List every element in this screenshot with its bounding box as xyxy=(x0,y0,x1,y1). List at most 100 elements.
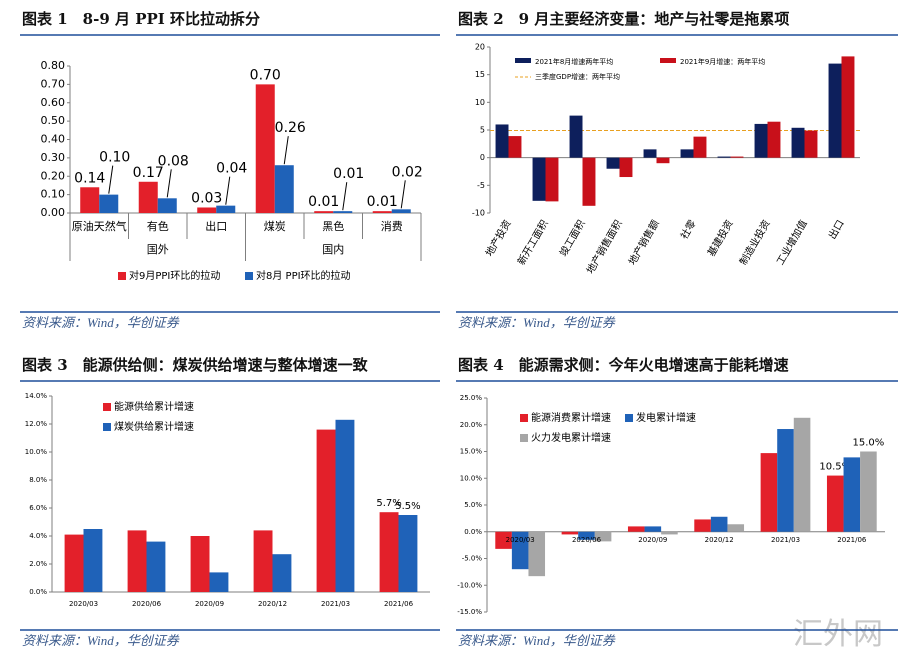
x-tick-label: 原油天然气 xyxy=(72,219,127,233)
bar xyxy=(727,524,745,532)
leader-line xyxy=(283,136,289,165)
y-tick-label: 4.0% xyxy=(29,532,47,540)
bar xyxy=(841,56,855,158)
legend-label: 发电累计增速 xyxy=(636,411,696,424)
bar xyxy=(83,529,103,592)
bar xyxy=(209,572,229,592)
bar xyxy=(730,156,744,158)
source: 资料来源：Wind，华创证券 xyxy=(458,315,616,330)
bar xyxy=(157,198,177,213)
bar xyxy=(680,149,694,158)
y-tick-label: 20.0% xyxy=(460,421,483,429)
legend-label: 对8月 PPI环比的拉动 xyxy=(256,269,351,282)
y-tick-label: 0.20 xyxy=(41,169,66,182)
x-tick-label: 2020/03 xyxy=(69,600,98,608)
bar xyxy=(190,536,210,592)
x-tick-label: 制造业投资 xyxy=(736,218,772,268)
y-tick-label: 10.0% xyxy=(460,474,483,482)
y-tick-label: 20 xyxy=(475,43,485,52)
y-tick-label: 5.0% xyxy=(464,501,482,509)
y-tick-label: -10.0% xyxy=(457,581,482,589)
bar xyxy=(643,149,657,158)
bar xyxy=(791,127,805,158)
bar xyxy=(860,451,877,532)
bar xyxy=(253,530,273,592)
bar xyxy=(333,211,353,213)
y-tick-label: 6.0% xyxy=(29,504,47,512)
bar xyxy=(495,124,509,158)
bar xyxy=(545,157,559,202)
figure-title: 图表 3 能源供给侧：煤炭供给增速与整体增速一致 xyxy=(22,356,369,374)
bar xyxy=(335,419,355,592)
bar xyxy=(710,516,728,532)
bar xyxy=(661,531,678,535)
value-label: 10.5% xyxy=(819,462,851,473)
source: 资料来源：Wind，华创证券 xyxy=(458,633,616,648)
x-tick-label: 2020/03 xyxy=(506,536,535,544)
leader-line xyxy=(400,180,406,209)
x-tick-label: 2021/06 xyxy=(837,536,867,544)
value-label: 0.26 xyxy=(275,120,306,136)
bar xyxy=(760,453,778,532)
x-tick-label: 消费 xyxy=(381,219,403,233)
value-label: 0.04 xyxy=(216,161,247,177)
legend-label: 能源消费累计增速 xyxy=(531,411,611,424)
bar xyxy=(656,157,670,164)
y-tick-label: 0.70 xyxy=(41,77,66,90)
bar xyxy=(391,209,411,213)
x-tick-label: 2020/12 xyxy=(705,536,734,544)
x-tick-label: 2020/09 xyxy=(638,536,667,544)
y-tick-label: -5 xyxy=(477,181,485,190)
x-tick-label: 2021/06 xyxy=(384,600,414,608)
x-tick-label: 地产销售面积 xyxy=(583,218,624,276)
legend-label: 煤炭供给累计增速 xyxy=(114,420,194,433)
x-tick-label: 2020/12 xyxy=(258,600,287,608)
x-tick-label: 2021/03 xyxy=(771,536,800,544)
bar xyxy=(511,531,529,570)
bar xyxy=(398,515,418,592)
x-tick-label: 2020/06 xyxy=(572,536,602,544)
x-tick-label: 出口 xyxy=(825,218,846,242)
bar xyxy=(216,205,236,213)
y-tick-label: 0.0% xyxy=(29,588,47,596)
bar xyxy=(582,157,596,206)
y-tick-label: 0.10 xyxy=(41,188,66,201)
value-label: 5.7% xyxy=(376,498,401,509)
figure-title: 图表 2 9 月主要经济变量：地产与社零是拖累项 xyxy=(458,10,789,28)
source: 资料来源：Wind，华创证券 xyxy=(22,315,180,330)
bar xyxy=(197,207,217,213)
bar xyxy=(804,130,818,158)
x-tick-label: 出口 xyxy=(205,219,227,233)
x-tick-label: 基建投资 xyxy=(704,218,735,259)
legend-swatch xyxy=(520,434,528,442)
y-tick-label: 0.00 xyxy=(41,206,66,219)
value-label: 0.02 xyxy=(392,164,423,180)
leader-line xyxy=(225,176,231,205)
y-tick-label: -10 xyxy=(472,209,485,218)
bar xyxy=(64,534,84,592)
legend-label: 三季度GDP增速：两年平均 xyxy=(535,72,620,81)
bar xyxy=(793,417,811,532)
bar xyxy=(99,194,119,213)
legend-label: 火力发电累计增速 xyxy=(531,431,611,444)
value-label: 0.01 xyxy=(333,166,364,182)
legend-swatch xyxy=(520,414,528,422)
bar xyxy=(255,84,275,213)
x-tick-label: 2020/06 xyxy=(132,600,162,608)
legend-label: 2021年9月增速：两年平均 xyxy=(680,57,765,66)
figure-title: 图表 1 8-9 月 PPI 环比拉动拆分 xyxy=(22,10,260,28)
value-label: 15.0% xyxy=(853,438,885,449)
bar xyxy=(767,121,781,158)
bar xyxy=(127,530,147,592)
source: 资料来源：Wind，华创证券 xyxy=(22,633,180,648)
bar xyxy=(314,211,334,213)
bar xyxy=(508,136,522,158)
x-tick-label: 有色 xyxy=(147,219,169,233)
value-label: 0.14 xyxy=(74,170,105,186)
legend-label: 对9月PPI环比的拉动 xyxy=(129,269,220,282)
bar xyxy=(578,531,595,540)
bar xyxy=(826,475,844,532)
x-tick-label: 新开工面积 xyxy=(514,218,550,268)
bar xyxy=(274,165,294,213)
